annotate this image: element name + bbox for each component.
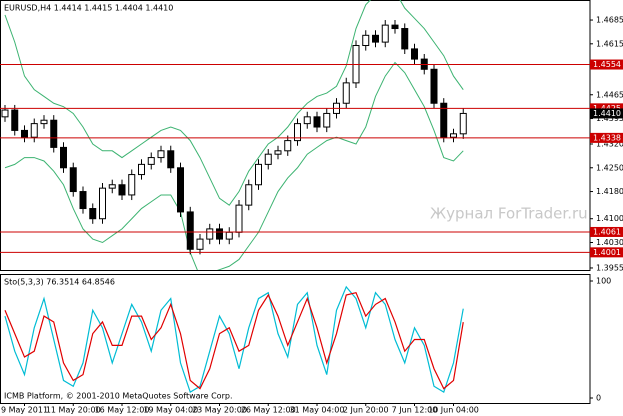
candle-body: [108, 184, 116, 189]
candle-body: [69, 167, 77, 193]
candle-body: [411, 48, 418, 60]
chart-title: EURUSD,H4 1.4414 1.4415 1.4404 1.4410: [4, 4, 173, 13]
candle-body: [342, 82, 350, 104]
level-label: 1.4001: [593, 248, 621, 257]
candle-body: [157, 150, 165, 159]
current-price-label: 1.4410: [593, 109, 621, 118]
level-label: 1.4338: [593, 133, 621, 142]
y-tick-label: 1.4100: [596, 214, 623, 223]
candle-body: [118, 184, 126, 196]
candle-body: [323, 112, 331, 128]
candle-body: [1, 109, 9, 118]
candle-body: [313, 116, 321, 128]
candle-body: [381, 24, 389, 43]
candle-body: [255, 163, 262, 186]
candle-body: [440, 102, 448, 138]
y-tick-label: 1.4180: [596, 187, 623, 196]
y-tick-label: 1.4320: [596, 140, 623, 149]
oscillator-panel: [0, 274, 591, 404]
y-tick-label: 1.4030: [596, 238, 623, 247]
candle-body: [245, 184, 253, 206]
y-tick-label: 0: [596, 394, 601, 403]
x-tick-label: 16 May 12:00: [95, 406, 150, 415]
candle-body: [216, 228, 223, 240]
y-tick-label: 1.4465: [596, 90, 623, 99]
current-price-box: [590, 108, 623, 119]
candle-body: [294, 123, 301, 142]
candle-body: [196, 238, 204, 250]
level-label-box: [590, 132, 623, 143]
x-tick-label: 26 May 12:00: [241, 406, 296, 415]
stochastic-line: [4, 291, 464, 390]
candle-body: [401, 28, 409, 50]
candle-body: [30, 123, 38, 138]
candle-body: [138, 163, 145, 176]
level-label-box: [590, 226, 623, 237]
candle-body: [303, 116, 311, 125]
level-label: 1.4425: [593, 104, 621, 113]
candle-body: [430, 68, 438, 104]
y-tick-label: 1.4615: [596, 39, 623, 48]
x-tick-label: 9 May 2011: [1, 406, 48, 415]
candle-body: [450, 133, 457, 138]
x-tick-label: 11 May 20:00: [46, 406, 101, 415]
y-tick-label: 1.3955: [596, 263, 623, 272]
indicator-title: Sto(5,3,3) 76.3514 64.8546: [4, 278, 115, 287]
level-label: 1.4061: [593, 227, 621, 236]
x-tick-label: 10 Jun 04:00: [428, 406, 479, 415]
x-tick-label: 31 May 04:00: [290, 406, 345, 415]
x-tick-label: 19 May 04:00: [143, 406, 198, 415]
candle-body: [372, 34, 379, 43]
candle-body: [186, 211, 194, 250]
candle-body: [11, 109, 19, 131]
candle-body: [167, 150, 175, 169]
x-tick-label: 23 May 20:00: [192, 406, 247, 415]
y-tick-label: 1.4685: [596, 16, 623, 25]
candle-body: [459, 112, 467, 135]
candle-body: [206, 228, 214, 240]
candle-body: [362, 34, 370, 47]
candle-body: [235, 204, 243, 233]
candle-body: [284, 140, 292, 152]
candle-body: [21, 129, 28, 138]
copyright: ICMB Platform, © 2001-2010 MetaQuotes So…: [4, 392, 233, 401]
y-tick-label: 100: [596, 277, 611, 286]
bollinger-band: [4, 61, 464, 270]
watermark: Журнал ForTrader.ru: [430, 205, 588, 223]
candle-body: [391, 24, 399, 30]
candle-body: [99, 187, 106, 220]
candle-body: [89, 208, 97, 220]
x-tick-label: 2 Jun 20:00: [343, 406, 389, 415]
candle-body: [225, 231, 233, 240]
level-label: 1.4554: [593, 60, 621, 69]
candle-body: [177, 167, 184, 213]
candle-body: [60, 146, 67, 169]
candle-body: [79, 191, 87, 210]
stochastic-line: [4, 285, 464, 394]
level-label-box: [590, 59, 623, 70]
x-tick-label: 7 Jun 12:00: [392, 406, 438, 415]
candle-body: [128, 174, 136, 196]
bollinger-band: [4, 0, 464, 206]
candle-body: [147, 157, 155, 165]
level-label-box: [590, 247, 623, 258]
y-tick-label: 1.4250: [596, 163, 623, 172]
candle-body: [274, 150, 282, 155]
level-label-box: [590, 103, 623, 114]
candle-body: [40, 119, 48, 125]
y-tick-label: 1.4395: [596, 114, 623, 123]
candle-body: [50, 119, 58, 148]
candle-body: [264, 153, 272, 165]
